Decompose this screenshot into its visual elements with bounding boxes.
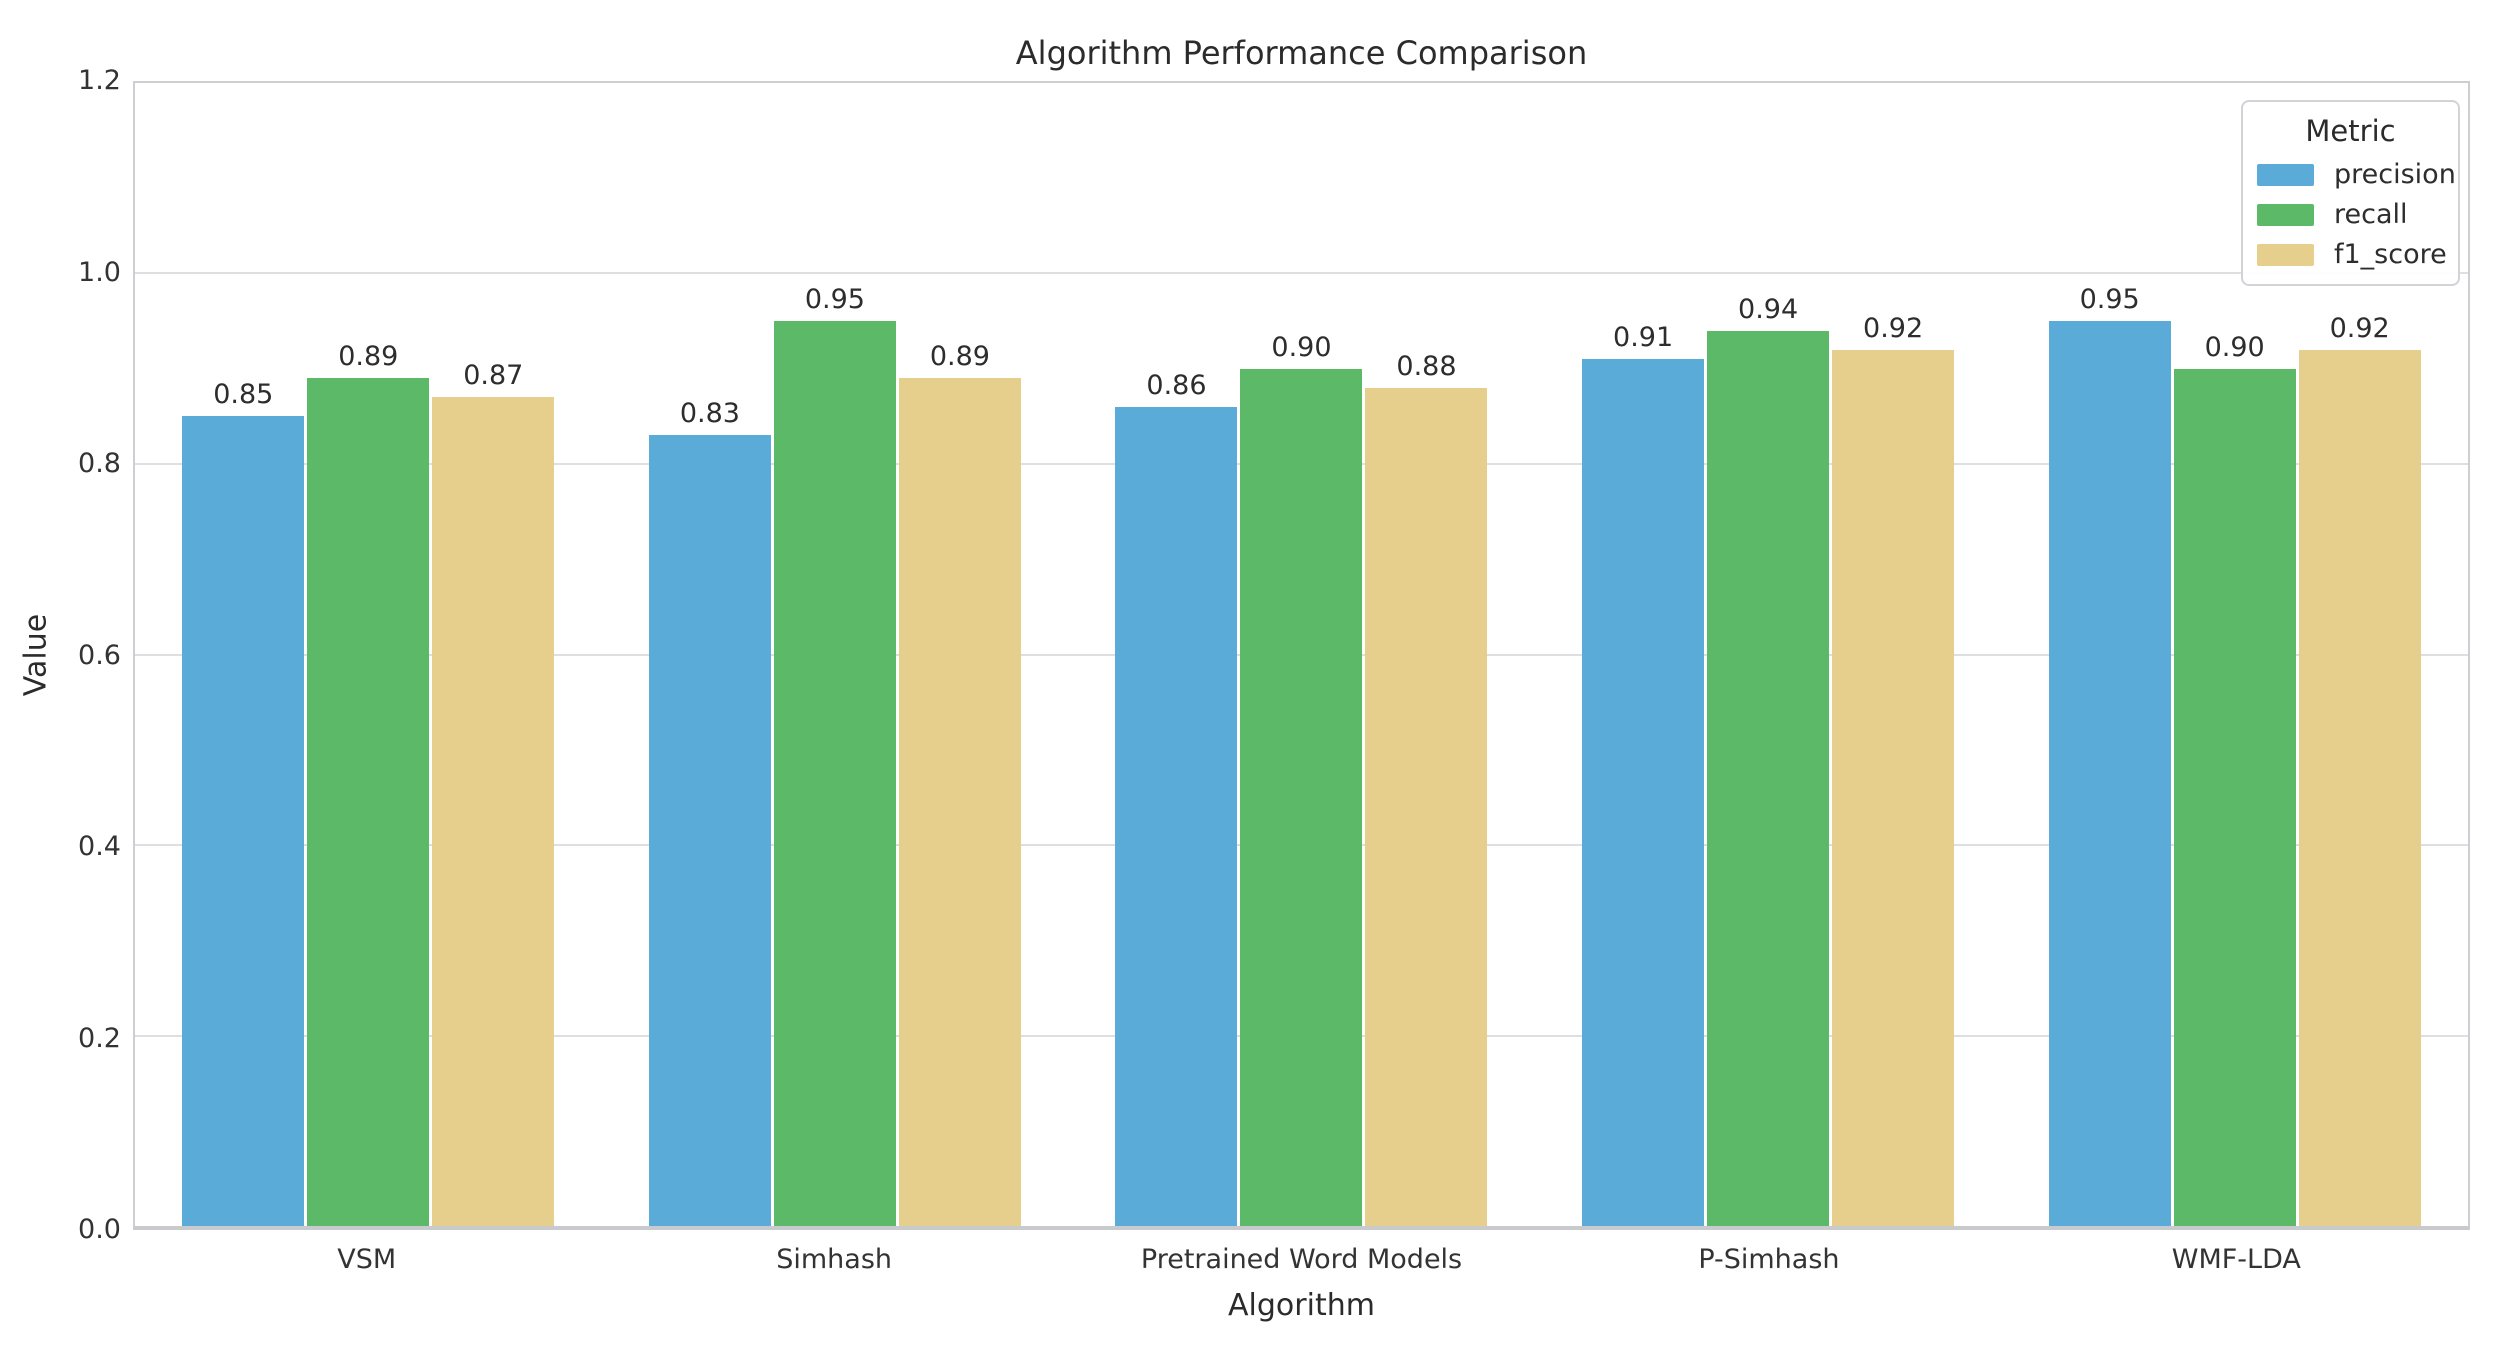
legend-label: recall [2334,199,2408,230]
legend-label: f1_score [2334,239,2447,270]
legend: Metric precision recall f1_score [2241,100,2460,286]
bar-precision: 0.85 [182,381,305,1226]
bar-value-label: 0.95 [804,284,865,316]
bar-value-label: 0.89 [338,341,399,373]
y-tick-label: 0.2 [78,1022,121,1054]
y-tick-label: 0.8 [78,448,121,479]
bar-value-label: 0.86 [1146,369,1207,401]
bar-value-label: 0.90 [2204,331,2265,363]
bar-value-label: 0.95 [2079,284,2140,316]
x-axis-ticks: VSM Simhash Pretrained Word Models P-Simhas… [133,1244,2470,1275]
x-axis-label: Algorithm [1228,1288,1375,1323]
bar-f1_score: 0.92 [1832,315,1955,1226]
bar-value-label: 0.89 [929,341,990,373]
y-tick-label: 0.0 [78,1214,121,1245]
bar-recall: 0.95 [773,286,896,1226]
bar-value-label: 0.87 [463,360,524,392]
bar-precision: 0.83 [648,400,771,1226]
bar-value-label: 0.85 [213,379,274,411]
y-tick-label: 1.0 [78,256,121,288]
y-tick-label: 0.4 [78,831,121,862]
bar-value-label: 0.91 [1613,322,1674,354]
legend-title: Metric [2305,114,2396,148]
legend-swatch-recall [2257,203,2314,226]
bar-f1_score: 0.87 [432,362,555,1226]
bar-value-label: 0.83 [679,398,740,430]
x-tick-label: WMF-LDA [2171,1244,2301,1275]
legend-label: precision [2334,159,2456,190]
x-tick-label: VSM [337,1244,397,1275]
bar-group: 0.95 0.90 0.92 [2001,83,2468,1226]
legend-entry: recall [2257,201,2444,228]
bar-f1_score: 0.89 [898,343,1021,1226]
x-tick-label: Simhash [776,1244,892,1275]
legend-entry: f1_score [2257,239,2447,270]
legend-entry: precision [2257,161,2456,188]
y-tick-label: 0.6 [78,639,121,671]
bar-value-label: 0.90 [1271,331,1332,363]
x-tick-label: P-Simhash [1698,1244,1840,1275]
legend-swatch-f1_score [2257,243,2314,266]
bar-precision: 0.86 [1115,372,1238,1226]
bar-value-label: 0.94 [1738,293,1799,325]
bar-group: 0.91 0.94 0.92 [1535,83,2002,1226]
bar-group: 0.85 0.89 0.87 [135,83,602,1226]
bar-value-label: 0.88 [1396,350,1457,382]
bar-f1_score: 0.92 [2298,315,2421,1226]
bar-precision: 0.95 [2048,286,2171,1226]
bar-value-label: 0.92 [1863,312,1924,344]
x-tick-label: Pretrained Word Models [1140,1244,1463,1275]
bar-value-label: 0.92 [2329,312,2390,344]
chart-title: Algorithm Performance Comparison [1015,34,1588,72]
bar-groups-container: 0.85 0.89 0.87 0.83 0.95 0.89 0.86 0.90 0.88 0.91… [135,83,2468,1226]
bar-recall: 0.89 [307,343,430,1226]
gridline [135,272,2468,275]
bar-f1_score: 0.88 [1365,353,1488,1226]
y-tick-label: 1.2 [78,65,121,96]
bar-precision: 0.91 [1582,324,1705,1226]
bar-recall: 0.94 [1707,296,1830,1226]
bar-recall: 0.90 [1240,334,1363,1226]
bar-recall: 0.90 [2173,334,2296,1226]
legend-swatch-precision [2257,163,2314,186]
plot-area: 0.85 0.89 0.87 0.83 0.95 0.89 0.86 0.90 0.88 0.91… [133,81,2470,1230]
bar-group: 0.83 0.95 0.89 [602,83,1069,1226]
bar-group: 0.86 0.90 0.88 [1068,83,1535,1226]
